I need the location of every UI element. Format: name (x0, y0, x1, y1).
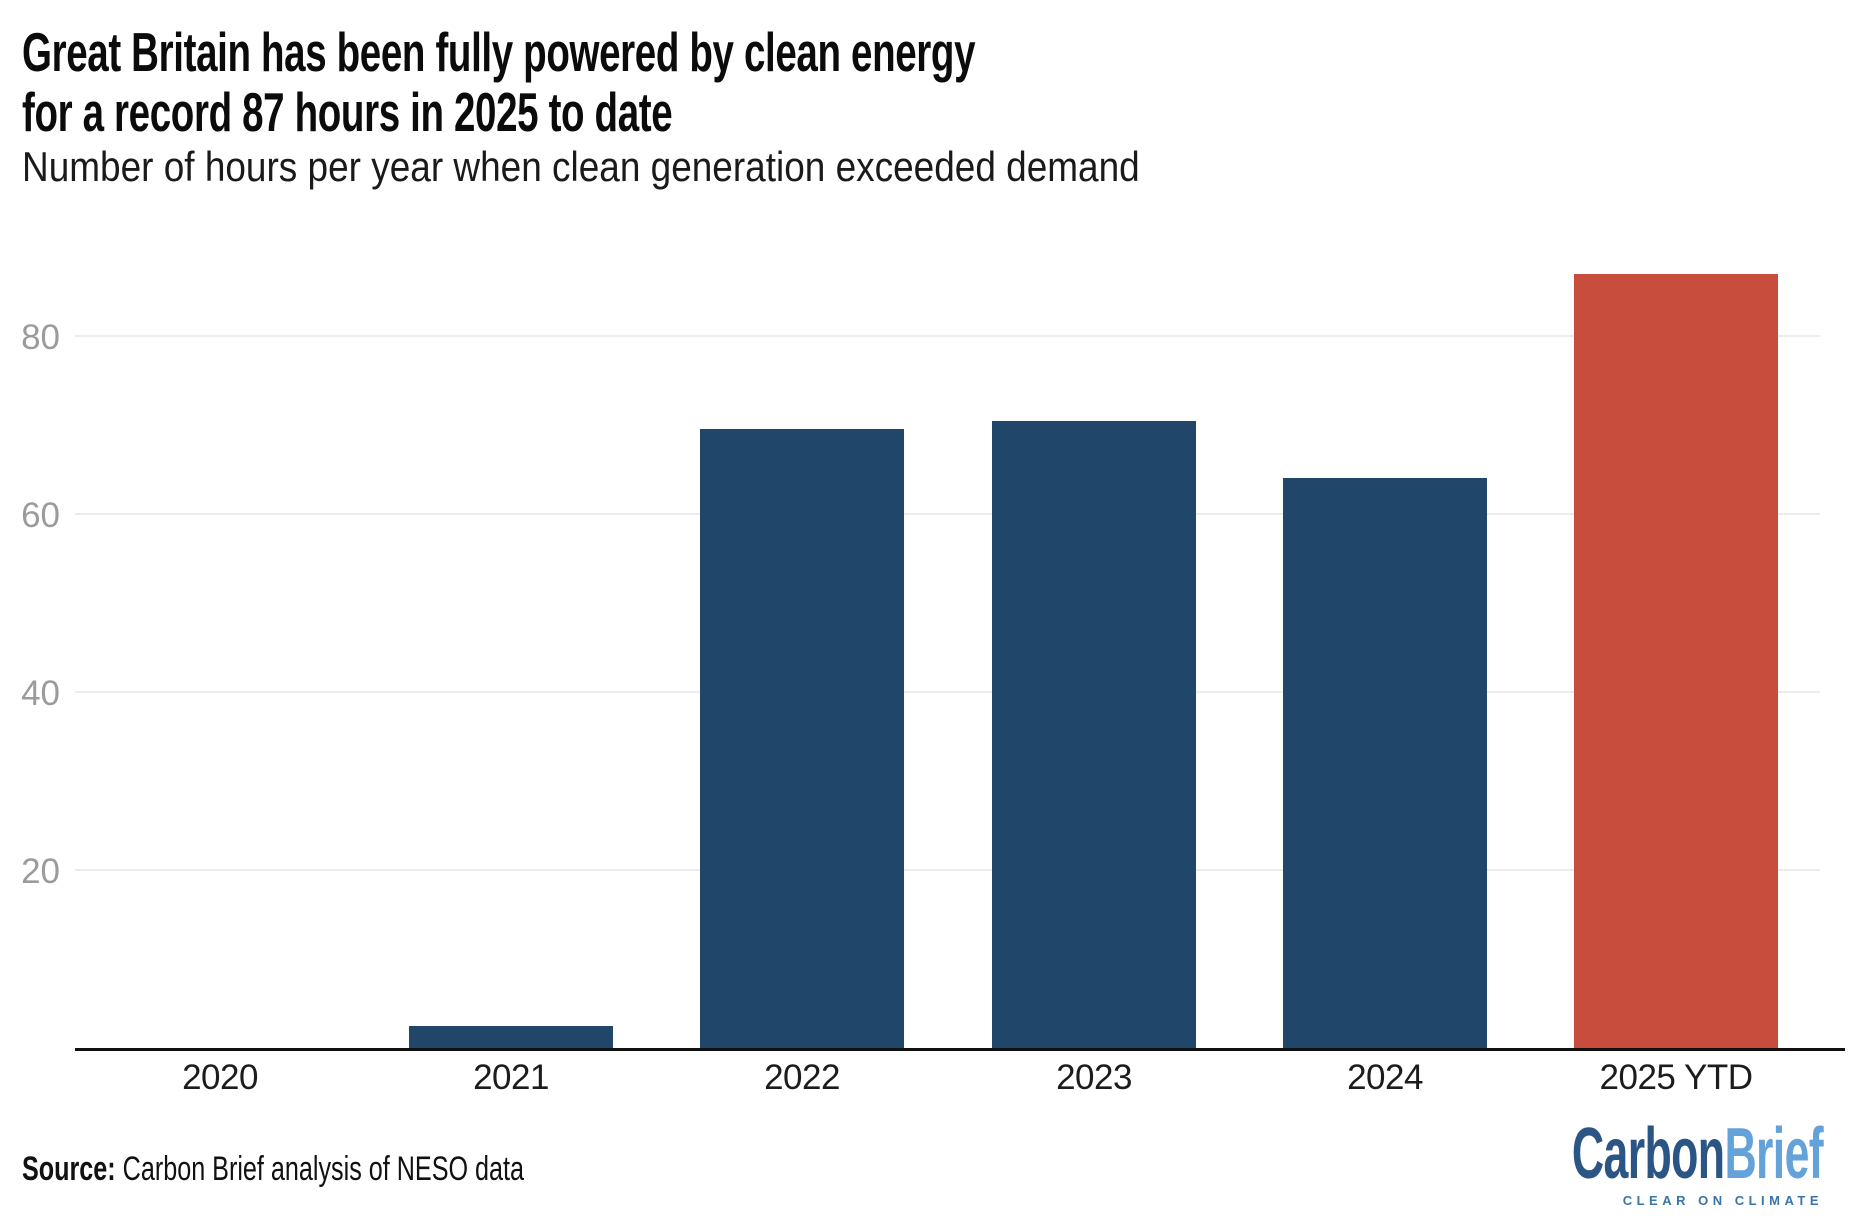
bar-2021 (409, 1026, 613, 1048)
logo-tagline: CLEAR ON CLIMATE (1622, 1193, 1823, 1208)
bar-2025-ytd (1574, 274, 1778, 1048)
gridline (75, 691, 1820, 693)
chart-title: Great Britain has been fully powered by … (22, 21, 976, 143)
bar-2024 (1283, 478, 1487, 1048)
chart-title-line1: Great Britain has been fully powered by … (22, 21, 976, 83)
x-tick-label: 2024 (1347, 1058, 1423, 1097)
gridline (75, 335, 1820, 337)
chart-title-line2: for a record 87 hours in 2025 to date (22, 81, 673, 143)
y-tick-label: 80 (21, 318, 60, 357)
source-note: Source: Carbon Brief analysis of NESO da… (22, 1150, 524, 1188)
y-tick-label: 60 (21, 496, 60, 535)
y-tick-label: 20 (21, 852, 60, 891)
logo-word-carbon: Carbon (1571, 1114, 1725, 1194)
y-tick-label: 40 (21, 674, 60, 713)
bar-2022 (700, 429, 904, 1048)
x-tick-label: 2025 YTD (1599, 1058, 1753, 1097)
source-text: Carbon Brief analysis of NESO data (115, 1150, 525, 1188)
gridline (75, 869, 1820, 871)
x-tick-label: 2020 (182, 1058, 258, 1097)
source-label: Source: (22, 1150, 116, 1188)
x-tick-label: 2021 (473, 1058, 549, 1097)
x-tick-label: 2022 (764, 1058, 840, 1097)
logo-word-brief: Brief (1724, 1114, 1823, 1194)
carbonbrief-logo: CarbonBrief (1572, 1118, 1824, 1190)
bar-2023 (992, 421, 1196, 1048)
chart-subtitle: Number of hours per year when clean gene… (22, 143, 1140, 190)
gridline (75, 513, 1820, 515)
x-tick-label: 2023 (1056, 1058, 1132, 1097)
x-axis-line (75, 1048, 1845, 1051)
